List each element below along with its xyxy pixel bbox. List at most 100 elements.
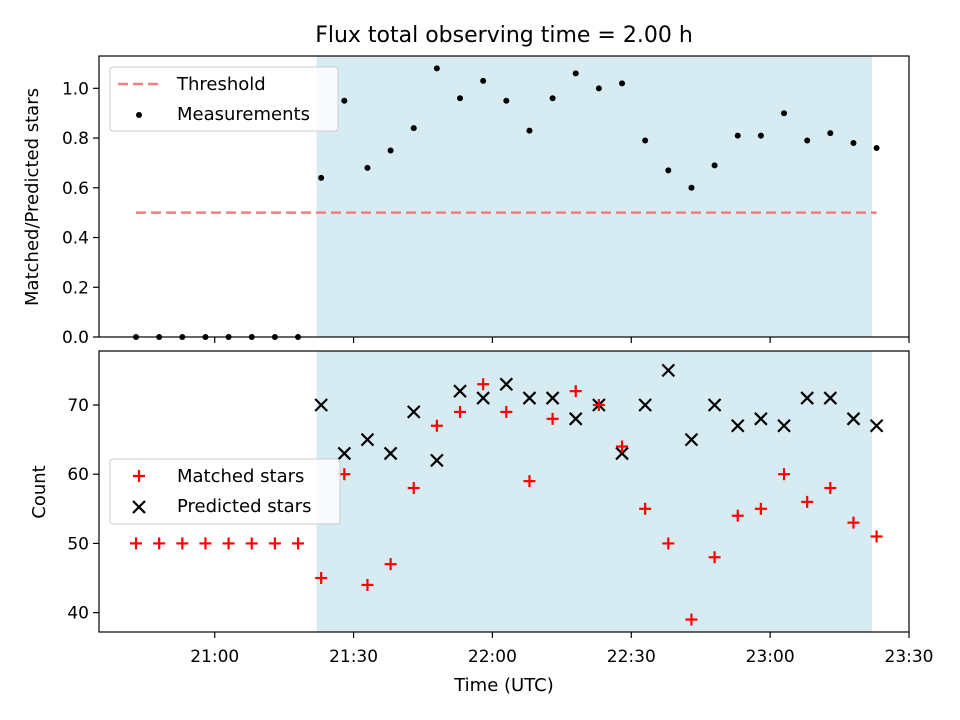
x-stroke: [754, 412, 768, 426]
legend-matched-swatch: [133, 470, 145, 482]
matched-star-point: [546, 412, 559, 425]
matched-star-point: [569, 385, 582, 398]
ratio-observing-window: [316, 56, 872, 337]
matched-star-point: [731, 509, 744, 522]
matched-star-point: [847, 516, 860, 529]
measurement-point: [318, 174, 325, 181]
matched-star-point: [430, 419, 443, 432]
matched-star-point: [477, 378, 490, 391]
matched-star-point: [199, 537, 212, 550]
measurement-point: [595, 85, 602, 92]
x-tick-label: 22:00: [468, 647, 517, 667]
measurement-point: [781, 110, 788, 117]
measurement-point: [480, 77, 487, 84]
predicted-star-point: [869, 418, 884, 433]
matched-star-point: [708, 551, 721, 564]
x-stroke: [568, 412, 583, 426]
predicted-star-point: [707, 398, 722, 412]
measurement-point: [642, 137, 649, 144]
predicted-star-point: [522, 391, 537, 405]
y-tick-label: 40: [67, 604, 89, 624]
x-tick-label: 22:30: [607, 647, 656, 667]
legend-matched-label: Matched stars: [177, 466, 304, 487]
measurement-point: [804, 137, 811, 144]
matched-star-point: [407, 482, 420, 495]
predicted-star-point: [684, 432, 699, 447]
x-stroke: [661, 363, 676, 378]
x-stroke: [638, 398, 652, 412]
legend-predicted-swatch: [132, 500, 146, 514]
matched-star-point: [616, 440, 629, 453]
matched-star-point: [685, 613, 698, 626]
x-tick-label: 23:00: [746, 647, 795, 667]
measurement-point: [572, 70, 579, 77]
measurement-point: [757, 132, 764, 139]
matched-star-point: [222, 537, 235, 550]
predicted-star-point: [476, 391, 490, 405]
predicted-star-point: [383, 446, 398, 461]
measurement-point: [364, 164, 371, 171]
matched-star-point: [130, 537, 143, 550]
predicted-star-point: [406, 405, 421, 419]
y-tick-label: 70: [67, 396, 89, 416]
measurement-point: [873, 145, 880, 152]
count-legend-box: [109, 458, 341, 525]
matched-star-point: [523, 475, 536, 488]
x-stroke: [823, 391, 838, 405]
ratio-legend: Threshold Measurements: [109, 66, 339, 132]
y-tick-label: 50: [67, 534, 89, 554]
matched-star-point: [500, 405, 513, 418]
matched-star-point: [292, 537, 305, 550]
predicted-star-point: [615, 446, 629, 461]
ratio-axes-frame: [98, 55, 910, 338]
matched-star-point: [639, 502, 652, 515]
y-tick-label: 0.0: [62, 328, 89, 348]
ratio-panel: 0.0 0.2 0.4 0.6 0.8 1.0 Matched/Predicted sta…: [22, 55, 910, 348]
measurement-point: [827, 130, 834, 137]
y-tick-label: 60: [67, 465, 89, 485]
matched-star-point: [153, 537, 166, 550]
matched-star-point: [592, 398, 605, 411]
x-stroke: [383, 446, 398, 461]
x-stroke: [314, 398, 328, 412]
matched-star-point: [778, 468, 791, 481]
measurement-point: [457, 95, 464, 102]
predicted-star-point: [545, 391, 560, 405]
x-stroke: [360, 432, 375, 447]
x-stroke: [846, 412, 861, 426]
matched-star-point: [754, 502, 767, 515]
predicted-star-point: [568, 412, 583, 426]
ratio-xtick-marks: [214, 337, 910, 343]
x-stroke: [730, 418, 745, 433]
measurement-point: [688, 184, 695, 191]
predicted-star-point: [360, 432, 375, 447]
x-stroke: [430, 453, 444, 468]
x-stroke: [476, 391, 490, 405]
count-ylabel: Count: [29, 465, 50, 518]
x-stroke: [545, 391, 560, 405]
matched-star-point: [824, 482, 837, 495]
matched-star-point: [801, 495, 814, 508]
predicted-star-point: [499, 377, 514, 391]
x-axis-label: Time (UTC): [453, 675, 554, 696]
predicted-star-point: [846, 412, 861, 426]
count-observing-window: [316, 351, 872, 632]
x-stroke: [522, 391, 537, 405]
x-stroke: [777, 418, 791, 433]
matched-star-point: [245, 537, 258, 550]
predicted-star-point: [314, 398, 328, 412]
predicted-star-point: [800, 391, 814, 405]
matched-star-point: [870, 530, 883, 543]
y-tick-label: 0.4: [62, 229, 89, 249]
measurement-point: [549, 95, 556, 102]
count-ytick-group: 40 50 60 70: [67, 396, 99, 624]
matched-star-point: [176, 537, 189, 550]
x-stroke: [869, 418, 884, 433]
x-stroke: [684, 432, 699, 447]
measurement-point: [503, 97, 510, 104]
measurement-point: [665, 167, 672, 174]
measurement-point: [387, 147, 394, 154]
x-stroke: [453, 384, 467, 398]
